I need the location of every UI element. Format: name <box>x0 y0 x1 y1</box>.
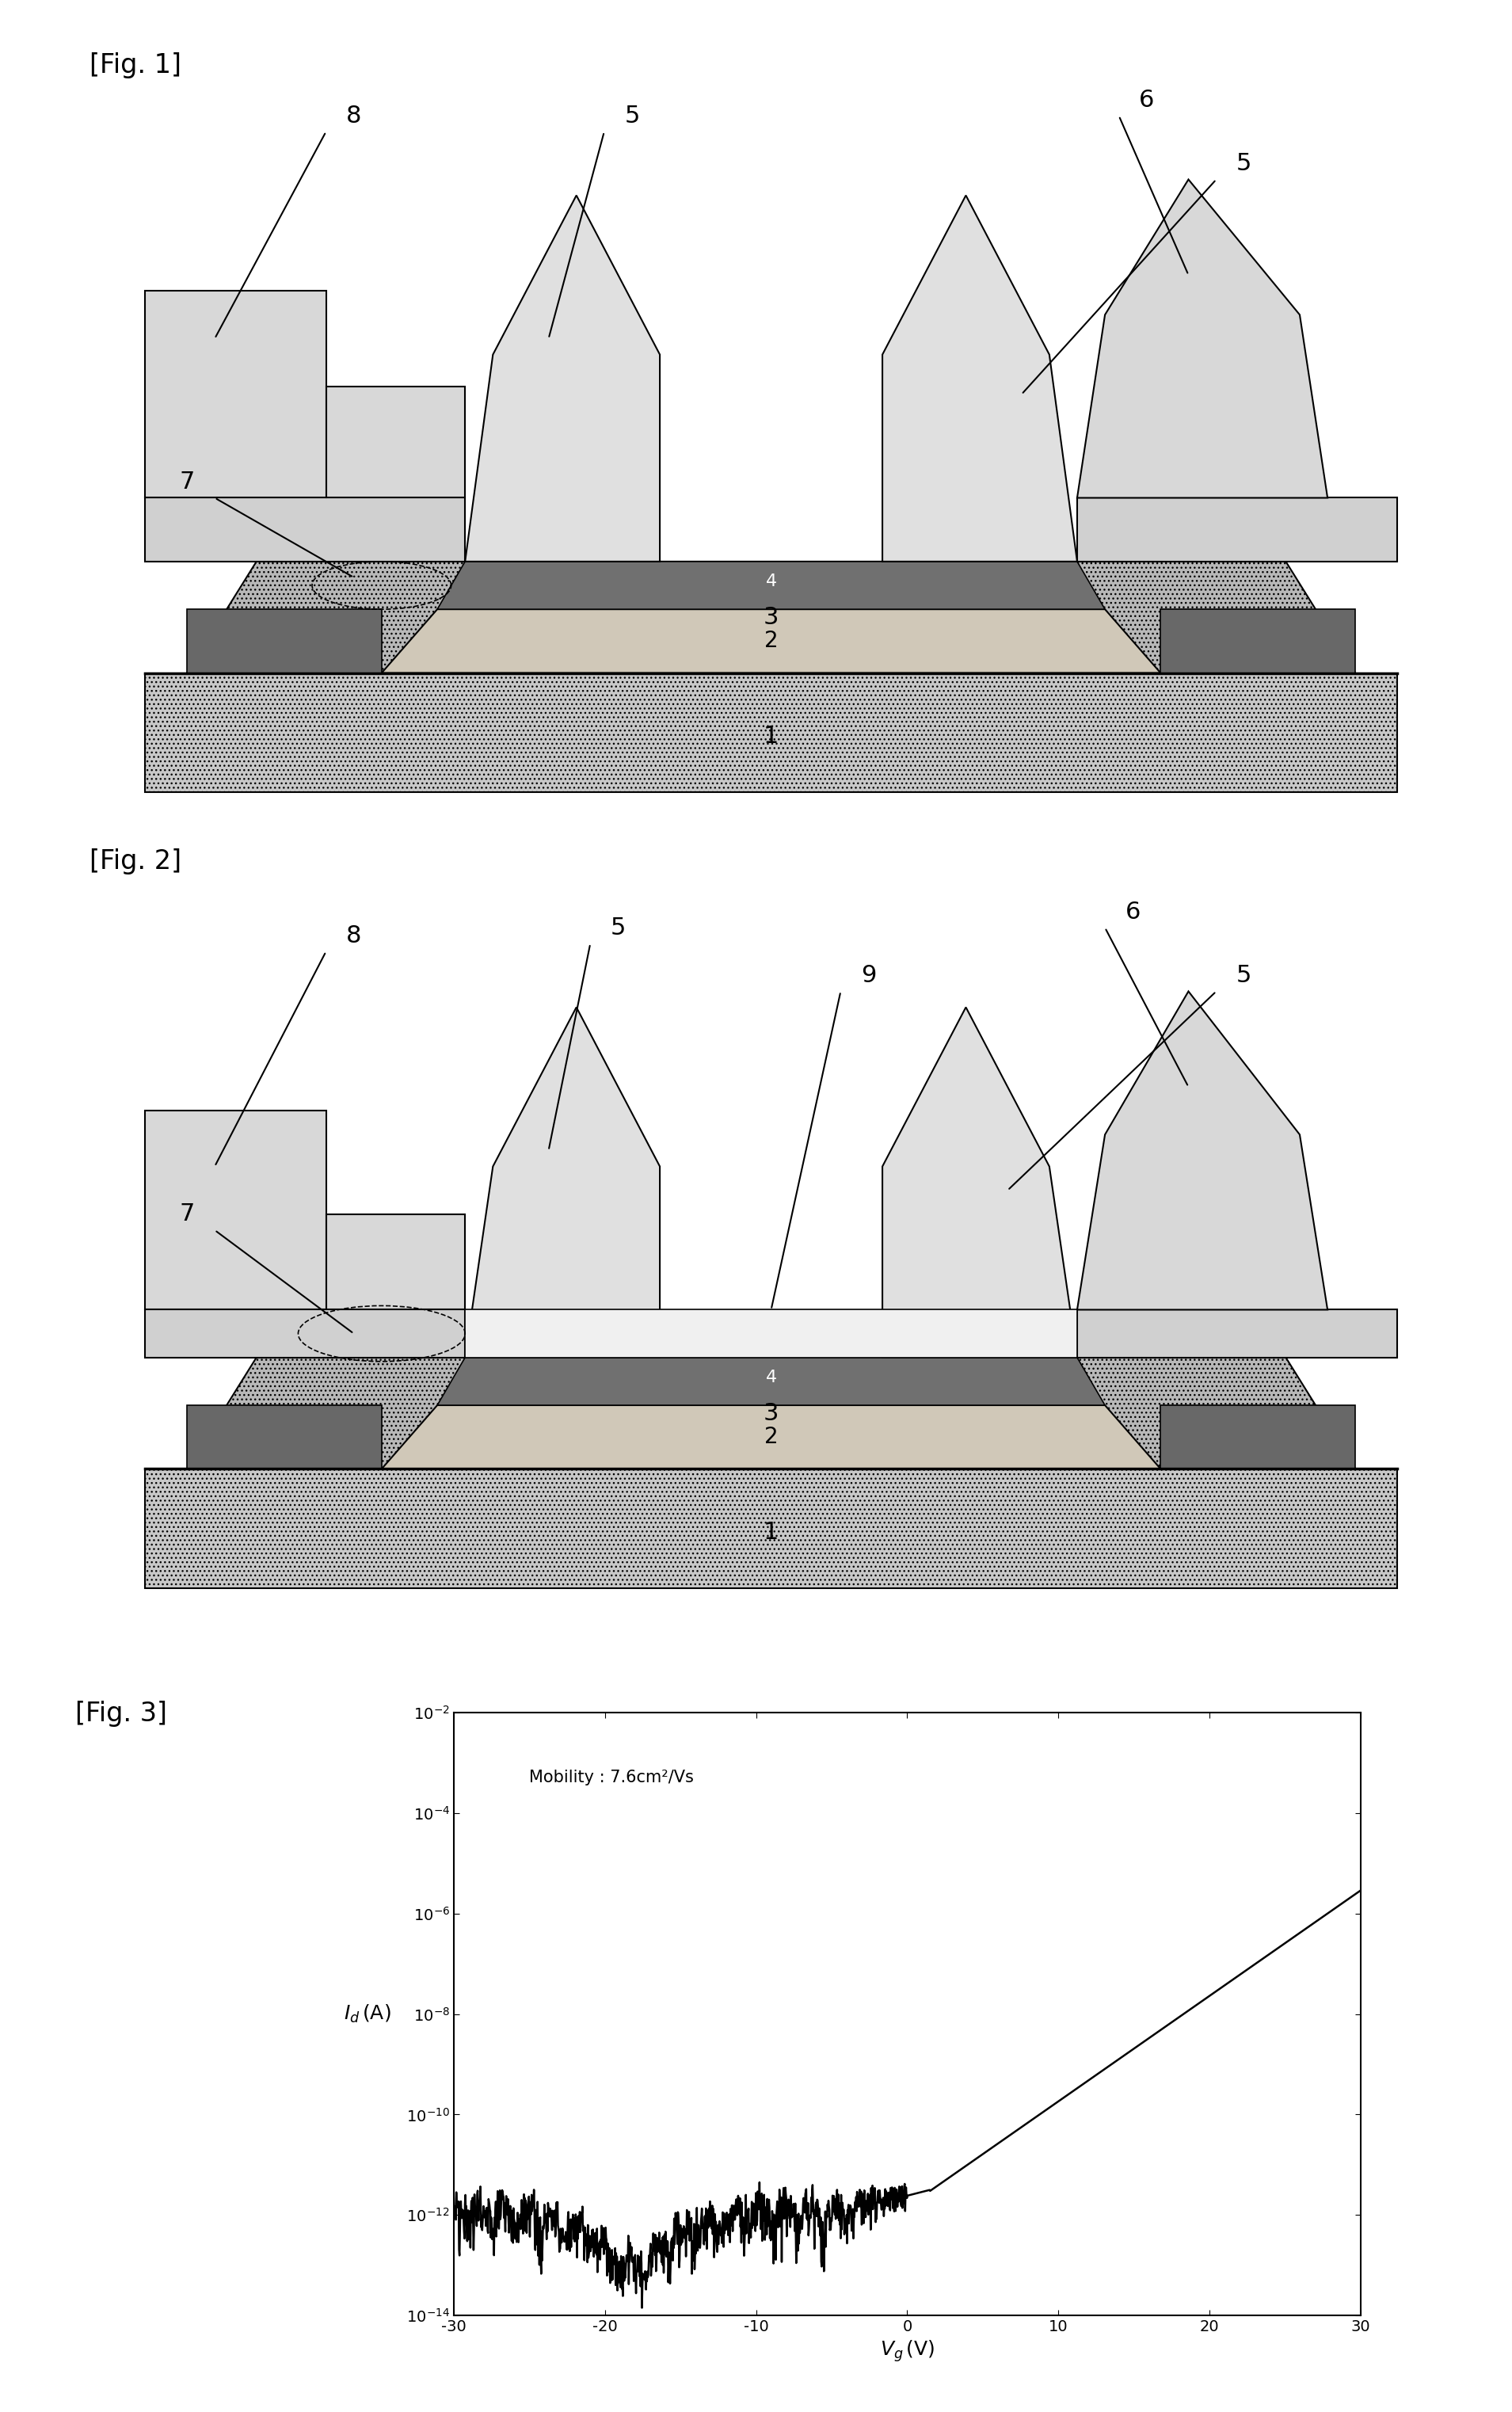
Polygon shape <box>381 610 1161 673</box>
Polygon shape <box>145 1469 1397 1587</box>
Polygon shape <box>187 1358 1355 1469</box>
Polygon shape <box>466 195 659 562</box>
Polygon shape <box>381 1406 1161 1469</box>
X-axis label: $V_g\,\mathrm{(V)}$: $V_g\,\mathrm{(V)}$ <box>880 2340 934 2364</box>
Text: [Fig. 2]: [Fig. 2] <box>89 849 181 873</box>
Polygon shape <box>883 1008 1077 1358</box>
Y-axis label: $I_d\,\mathrm{(A)}$: $I_d\,\mathrm{(A)}$ <box>345 2004 392 2024</box>
Polygon shape <box>145 673 1397 791</box>
Polygon shape <box>145 1110 327 1310</box>
Polygon shape <box>327 386 466 497</box>
Text: 7: 7 <box>180 470 195 494</box>
Text: 4: 4 <box>765 1370 777 1384</box>
Text: 1: 1 <box>764 1522 779 1544</box>
Text: 4: 4 <box>765 574 777 589</box>
Text: 5: 5 <box>1237 152 1252 176</box>
Polygon shape <box>1077 1310 1397 1358</box>
Text: 2: 2 <box>764 630 779 651</box>
Polygon shape <box>145 497 466 562</box>
Polygon shape <box>1077 178 1328 497</box>
Polygon shape <box>1077 991 1328 1310</box>
Text: 3: 3 <box>764 605 779 630</box>
Text: [Fig. 3]: [Fig. 3] <box>76 1700 168 1727</box>
Polygon shape <box>1161 1406 1355 1469</box>
Text: 5: 5 <box>624 104 640 128</box>
Polygon shape <box>145 1310 466 1358</box>
Polygon shape <box>437 1358 1105 1406</box>
Text: 8: 8 <box>346 924 361 948</box>
Text: 5: 5 <box>611 917 626 938</box>
Text: 3: 3 <box>764 1401 779 1425</box>
Text: 8: 8 <box>346 104 361 128</box>
Text: 1: 1 <box>764 726 779 748</box>
Text: [Fig. 1]: [Fig. 1] <box>89 53 181 77</box>
Polygon shape <box>883 195 1077 562</box>
Polygon shape <box>145 292 327 497</box>
Text: 9: 9 <box>860 965 875 987</box>
Polygon shape <box>327 1213 466 1310</box>
Text: 6: 6 <box>1125 900 1140 924</box>
Text: 5: 5 <box>1237 965 1252 987</box>
Polygon shape <box>466 1310 1077 1358</box>
Polygon shape <box>187 610 381 673</box>
Polygon shape <box>437 562 1105 610</box>
Polygon shape <box>187 562 1355 673</box>
Polygon shape <box>187 1406 381 1469</box>
Text: Mobility : 7.6cm²/Vs: Mobility : 7.6cm²/Vs <box>529 1770 694 1785</box>
Polygon shape <box>1077 497 1397 562</box>
Polygon shape <box>466 1008 659 1358</box>
Polygon shape <box>1161 610 1355 673</box>
Text: 2: 2 <box>764 1425 779 1447</box>
Text: 7: 7 <box>180 1204 195 1225</box>
Text: 6: 6 <box>1139 89 1154 111</box>
